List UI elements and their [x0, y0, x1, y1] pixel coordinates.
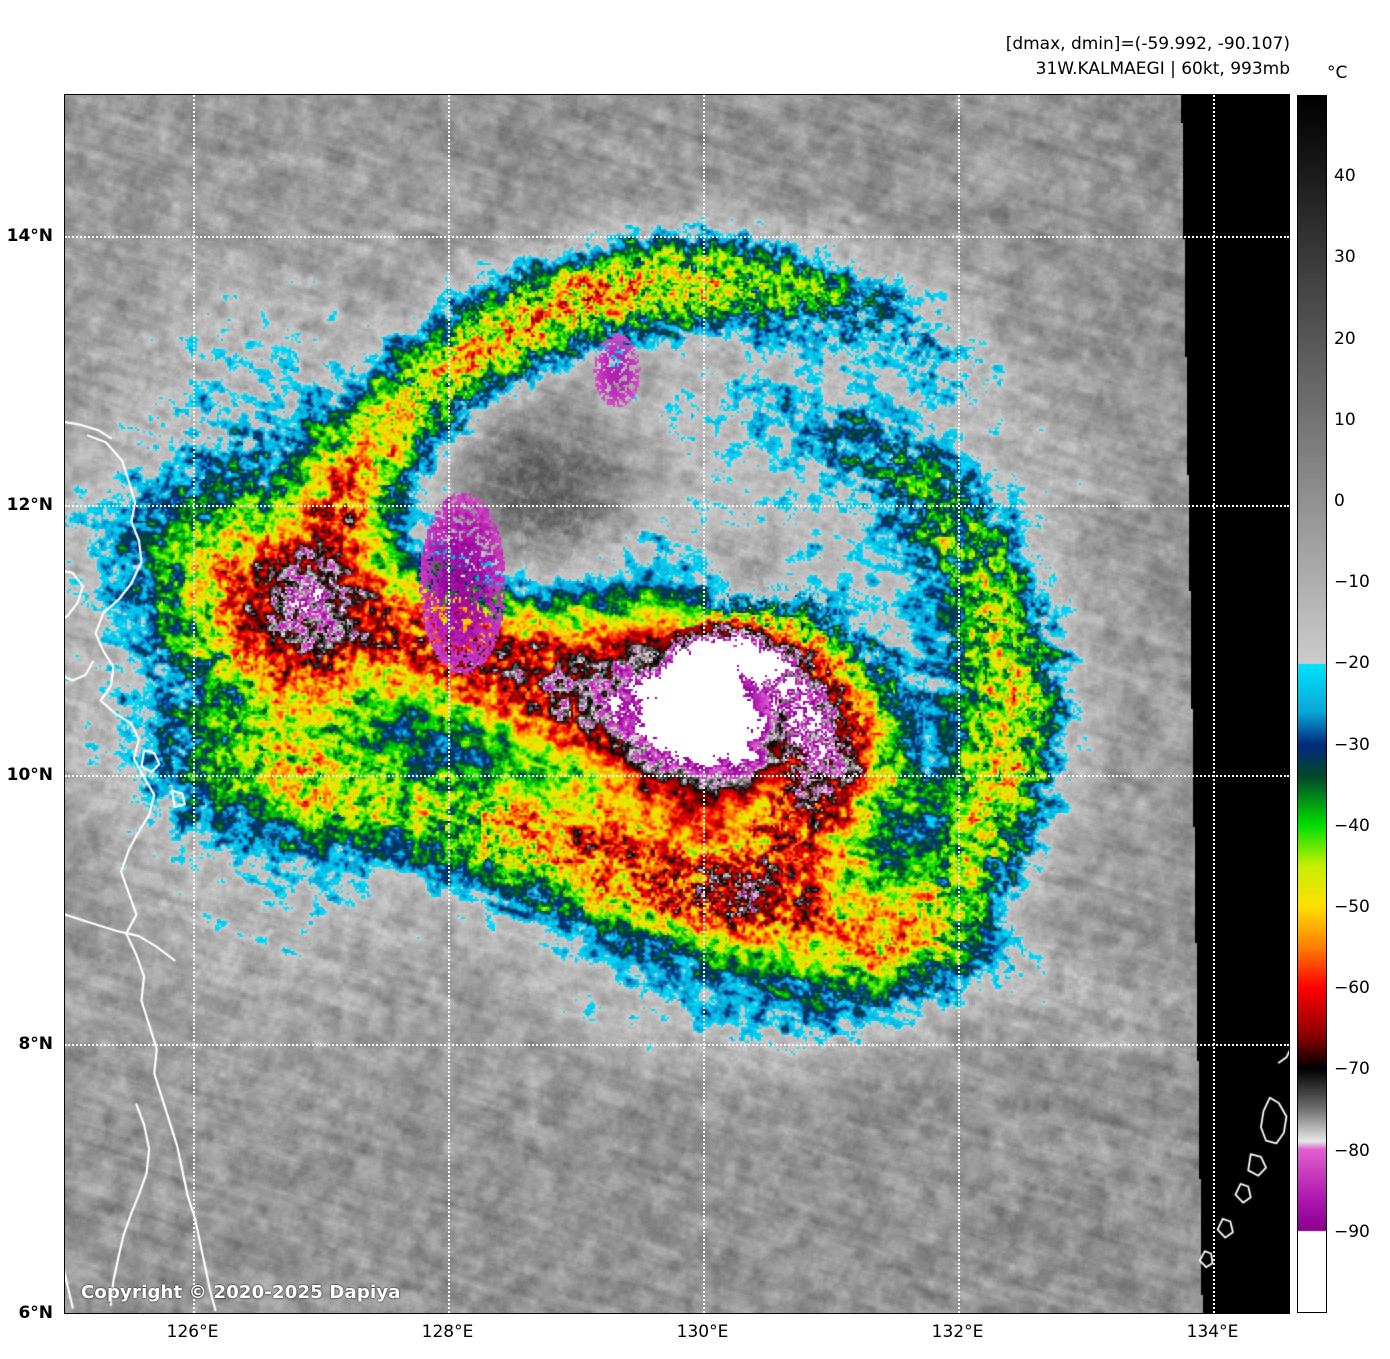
colorbar-tick-label: 10	[1334, 409, 1356, 430]
colorbar-tick-label: 40	[1334, 166, 1356, 187]
colorbar-tick-label: −90	[1334, 1221, 1370, 1242]
colorbar-unit-label: °C	[1327, 63, 1348, 83]
colorbar-tick-label: −60	[1334, 978, 1370, 999]
colorbar-tick-label: −50	[1334, 897, 1370, 917]
longitude-tick-label: 130°E	[676, 1322, 729, 1342]
colorbar-tick-label: −20	[1334, 653, 1370, 674]
colorbar-tick-label: −80	[1334, 1140, 1370, 1161]
longitude-tick-label: 132°E	[931, 1322, 984, 1342]
latitude-tick-label: 10°N	[6, 764, 53, 785]
longitude-tick-label: 134°E	[1186, 1322, 1239, 1342]
longitude-tick-label: 128°E	[421, 1322, 474, 1342]
latitude-tick-label: 6°N	[18, 1303, 53, 1323]
satellite-raster	[65, 95, 1289, 1313]
colorbar-gradient	[1298, 96, 1326, 1312]
metadata-block: [dmax, dmin]=(-59.992, -90.107) 31W.KALM…	[1006, 32, 1290, 81]
copyright-label: Copyright © 2020-2025 Dapiya	[81, 1282, 401, 1303]
latitude-tick-label: 14°N	[6, 226, 53, 247]
satellite-image-plot: Copyright © 2020-2025 Dapiya	[65, 95, 1289, 1313]
longitude-tick-label: 126°E	[166, 1322, 219, 1342]
colorbar-tick-label: −30	[1334, 734, 1370, 755]
colorbar-tick-label: 30	[1334, 247, 1356, 268]
storm-info-label: 31W.KALMAEGI | 60kt, 993mb	[1035, 58, 1290, 79]
data-range-label: [dmax, dmin]=(-59.992, -90.107)	[1005, 34, 1290, 54]
colorbar-tick-label: −40	[1334, 815, 1370, 836]
colorbar	[1297, 95, 1327, 1313]
colorbar-tick-label: −70	[1334, 1059, 1370, 1080]
colorbar-tick-label: −10	[1334, 572, 1370, 593]
latitude-tick-label: 12°N	[6, 495, 53, 516]
latitude-tick-label: 8°N	[18, 1033, 53, 1054]
colorbar-tick-label: 0	[1334, 491, 1345, 511]
colorbar-tick-label: 20	[1334, 328, 1356, 349]
